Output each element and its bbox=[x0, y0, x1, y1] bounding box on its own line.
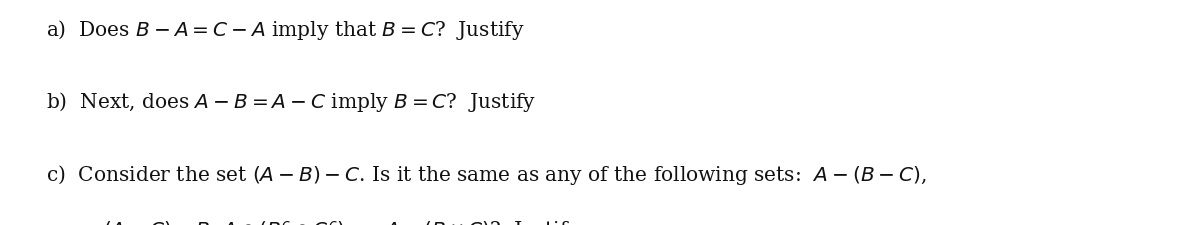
Text: $(A - C) - B$, $A \cap (B^c \cap C^c)$, or $A - (B \cup C)$?  Justify: $(A - C) - B$, $A \cap (B^c \cap C^c)$, … bbox=[103, 218, 581, 225]
Text: c)  Consider the set $(A - B) - C$. Is it the same as any of the following sets:: c) Consider the set $(A - B) - C$. Is it… bbox=[46, 162, 926, 186]
Text: b)  Next, does $A - B = A - C$ imply $B = C$?  Justify: b) Next, does $A - B = A - C$ imply $B =… bbox=[46, 90, 536, 114]
Text: a)  Does $B - A = C - A$ imply that $B = C$?  Justify: a) Does $B - A = C - A$ imply that $B = … bbox=[46, 18, 524, 42]
